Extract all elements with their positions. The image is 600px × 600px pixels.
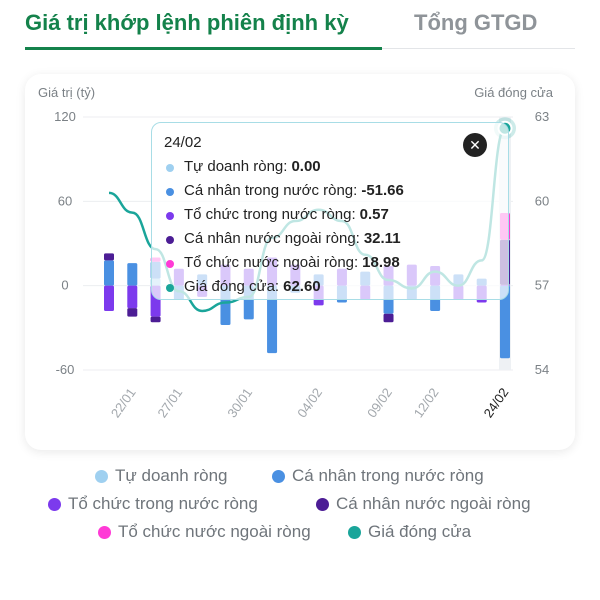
tooltip-label: Cá nhân nước ngoài ròng: [184,230,360,247]
x-axis-labels: 22/01 27/01 30/01 04/02 09/02 12/02 24/02 [108,385,512,420]
chart-legend: Tự doanh ròng Cá nhân trong nước ròng Tổ… [0,460,600,580]
legend-label: Giá đóng cửa [368,522,472,541]
tooltip-label: Tổ chức nước ngoài ròng: [184,254,359,271]
bar-3-1 [104,285,114,311]
chart-card: Giá trị (tỷ) Giá đóng cửa 120 63 60 60 0 57 -6… [25,74,575,450]
x-tick-label: 12/02 [411,385,442,420]
y-tick-label: -60 [56,362,75,377]
tooltip-value: 0.00 [291,158,321,175]
legend-dot [272,470,285,483]
y2-tick-label: 63 [535,109,549,124]
x-tick-label: 27/01 [154,385,185,420]
tooltip-value: -51.66 [361,182,404,199]
chart-tooltip: 24/02 ✕ Tự doanh ròng: 0.00 Cá nhân trong… [151,122,509,300]
legend-dot [98,526,111,539]
tooltip-dot [166,188,174,196]
tooltip-date: 24/02 [164,134,202,151]
tooltip-value: 0.57 [359,206,389,223]
y-axis-title: Giá trị (tỷ) [38,85,96,100]
bar-3-2 [127,285,138,309]
bar-4-3 [150,316,161,323]
x-tick-label: 30/01 [224,385,255,420]
y2-tick-label: 60 [535,193,549,208]
y-tick-label: 60 [58,193,72,208]
tooltip-label: Giá đóng cửa: [184,278,280,295]
legend-label: Tổ chức trong nước ròng [68,494,258,513]
y2-tick-label: 57 [535,278,549,293]
bar-2-18 [500,285,510,359]
legend-dot [348,526,361,539]
tooltip-label: Tổ chức trong nước ròng: [184,206,356,223]
x-tick-label: 24/02 [481,385,512,420]
bar-4-1 [104,253,114,261]
legend-label: Cá nhân trong nước ròng [292,466,484,485]
x-tick-label: 22/01 [108,385,139,420]
y2-axis-title: Giá đóng cửa [474,85,553,100]
y2-tick-label: 54 [535,362,549,377]
y-axis-labels: 120 63 60 60 0 57 -60 54 [54,109,549,377]
legend-label: Tự doanh ròng [115,466,228,485]
x-tick-label: 04/02 [294,385,325,420]
active-tab-indicator [25,47,382,50]
bar-2-8 [267,285,278,354]
bar-4-13 [383,313,394,323]
close-icon[interactable]: ✕ [463,133,487,157]
legend-label: Cá nhân nước ngoài ròng [336,494,531,513]
tooltip-value: 62.60 [283,278,321,295]
tab-tong-gtgd[interactable]: Tổng GTGD [414,10,538,35]
tooltip-dot [166,164,174,172]
tooltip-value: 32.11 [363,230,401,247]
tooltip-dot [166,284,174,292]
tab-bar: Giá trị khớp lệnh phiên định kỳ Tổng GTG… [25,0,575,52]
tooltip-label: Cá nhân trong nước ròng: [184,182,358,199]
tooltip-label: Tự doanh ròng: [184,158,288,175]
x-tick-label: 09/02 [364,385,395,420]
tooltip-dot [166,260,174,268]
tab-gia-tri-khop-lenh[interactable]: Giá trị khớp lệnh phiên định kỳ [25,10,349,35]
legend-label: Tổ chức nước ngoài ròng [118,522,311,541]
legend-dot [95,470,108,483]
y-tick-label: 0 [61,278,68,293]
legend-dot [316,498,329,511]
bar-2-1 [104,260,114,286]
tooltip-dot [166,212,174,220]
bar-4-2 [127,308,138,317]
tooltip-dot [166,236,174,244]
tooltip-value: 18.98 [362,254,400,271]
y-tick-label: 120 [54,109,76,124]
tab-divider [382,48,575,49]
bar-2-2 [127,263,138,286]
legend-dot [48,498,61,511]
